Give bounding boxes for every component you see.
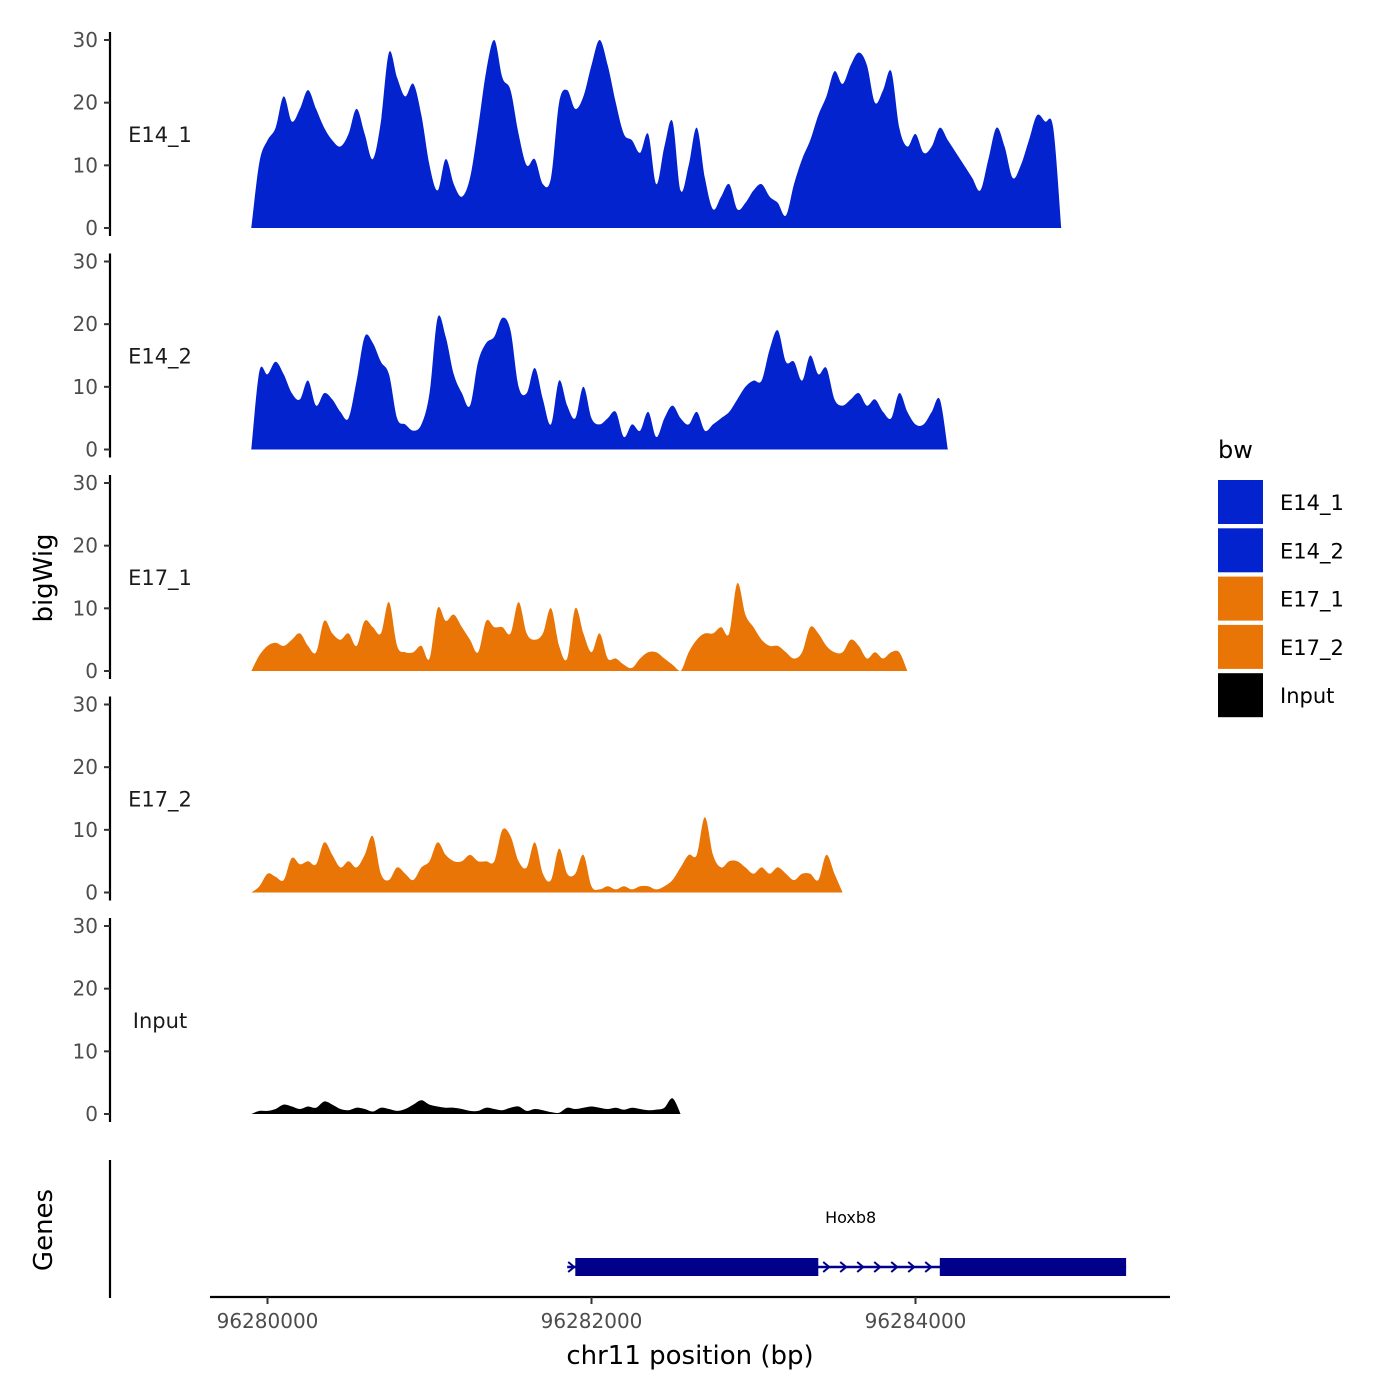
x-axis: 96280000 96282000 96284000 [210,1295,1170,1333]
legend-entry-E14_1: E14_1 [1218,480,1344,524]
legend-label: E17_1 [1280,588,1344,613]
legend-entries: E14_1 E14_2 E17_1 E17_2 Input [1218,480,1344,718]
y-tick-label: 10 [73,153,98,177]
y-tick-label: 20 [73,312,98,336]
x-tick-label: 96280000 [217,1309,319,1333]
gene-Hoxb8: Hoxb8 [567,1208,1127,1276]
track-E17_1: 0 10 20 30 E17_1 [73,471,908,683]
y-tick-label: 0 [85,1102,98,1126]
y-tick-label: 10 [73,1039,98,1063]
strand-arrow [924,1261,933,1273]
genes-axis-title: Genes [29,1189,59,1271]
legend-label: E14_1 [1280,491,1344,516]
x-tick-label: 96282000 [541,1309,643,1333]
strand-arrow [839,1261,848,1273]
y-axis-title: bigWig [29,533,59,622]
gene-exon [575,1258,819,1276]
x-tick-label: 96284000 [865,1309,967,1333]
track-label: E14_2 [128,345,192,370]
y-tick-label: 10 [73,818,98,842]
y-tick-label: 10 [73,375,98,399]
legend: bw E14_1 E14_2 E17_1 E17_2 Input [1218,436,1344,718]
legend-swatch [1218,673,1263,718]
legend-entry-E14_2: E14_2 [1218,528,1344,573]
legend-label: E17_2 [1280,636,1344,661]
strand-arrow [890,1261,899,1273]
legend-title: bw [1218,436,1253,464]
legend-entry-E17_1: E17_1 [1218,576,1344,621]
track-area-E14_1 [251,39,1062,228]
legend-entry-E17_2: E17_2 [1218,624,1344,669]
y-tick-label: 20 [73,534,98,558]
gene-exon [939,1258,1127,1276]
y-tick-label: 30 [73,693,98,717]
strand-arrow [856,1261,865,1273]
genes-layer: Hoxb8 [108,1160,1127,1298]
track-Input: 0 10 20 30 Input [73,914,681,1126]
track-label: E17_2 [128,788,192,813]
legend-swatch [1218,576,1263,621]
track-label: E14_1 [128,123,192,148]
y-tick-label: 0 [85,881,98,905]
strand-arrow [873,1261,882,1273]
y-tick-label: 30 [73,250,98,274]
legend-swatch [1218,480,1263,524]
track-E17_2: 0 10 20 30 E17_2 [73,693,843,905]
gene-label: Hoxb8 [825,1208,876,1227]
legend-swatch [1218,624,1263,669]
y-tick-label: 0 [85,438,98,462]
y-tick-label: 0 [85,659,98,683]
legend-label: E14_2 [1280,539,1344,564]
track-area-E17_2 [251,817,843,893]
y-tick-label: 30 [73,471,98,495]
strand-arrow [567,1261,576,1273]
legend-swatch [1218,528,1263,573]
y-tick-label: 30 [73,28,98,52]
strand-arrow [822,1261,831,1273]
track-E14_1: 0 10 20 30 E14_1 [73,28,1062,240]
track-area-E17_1 [251,583,908,671]
y-tick-label: 0 [85,216,98,240]
tracks-layer: 0 10 20 30 E14_1 0 10 20 30 E14_2 0 10 20 30 E17_1 0 10 2… [73,28,1062,1126]
track-E14_2: 0 10 20 30 E14_2 [73,250,948,462]
track-label: E17_1 [128,566,192,591]
y-tick-label: 30 [73,914,98,938]
track-label: Input [133,1009,187,1033]
track-area-E14_2 [251,315,948,450]
y-tick-label: 20 [73,91,98,115]
x-axis-title: chr11 position (bp) [566,1341,813,1371]
y-tick-label: 10 [73,596,98,620]
legend-label: Input [1280,684,1334,708]
legend-entry-Input: Input [1218,673,1334,718]
y-tick-label: 20 [73,755,98,779]
y-tick-label: 20 [73,977,98,1001]
track-area-Input [251,1098,681,1114]
strand-arrow [907,1261,916,1273]
